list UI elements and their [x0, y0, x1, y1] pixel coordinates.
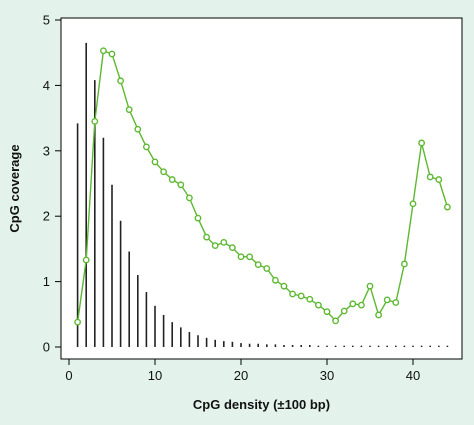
data-point	[160, 168, 168, 176]
data-point	[185, 194, 193, 202]
data-point	[220, 238, 228, 246]
data-point	[297, 292, 305, 300]
x-axis-label: CpG density (±100 bp)	[193, 397, 330, 412]
data-point	[142, 143, 150, 151]
axes: 0 10 20 30 40 0 1 2 3 4 5	[43, 13, 420, 384]
data-point	[383, 296, 391, 304]
data-point	[151, 158, 159, 166]
x-tick-label: 20	[234, 368, 248, 383]
data-point	[237, 253, 245, 261]
data-point	[100, 47, 107, 55]
data-point	[194, 214, 202, 222]
y-tick-label: 4	[43, 78, 50, 93]
data-point	[392, 299, 400, 306]
data-point	[168, 176, 176, 183]
data-point	[108, 50, 116, 58]
data-point	[443, 203, 451, 211]
data-point	[177, 181, 185, 189]
data-point	[134, 125, 142, 133]
data-point	[323, 308, 331, 316]
line-series	[74, 47, 451, 326]
data-point	[74, 318, 82, 326]
data-point	[400, 260, 408, 268]
data-point	[246, 253, 254, 261]
data-point	[375, 311, 382, 319]
y-tick-label: 3	[43, 143, 50, 158]
x-tick-label: 40	[406, 368, 420, 383]
data-point	[357, 301, 365, 309]
x-tick-label: 0	[65, 368, 72, 383]
bar-series	[76, 42, 449, 347]
data-point	[409, 200, 417, 208]
data-point	[211, 242, 219, 250]
data-point	[280, 282, 288, 290]
data-point	[91, 117, 99, 125]
y-axis-label: CpG coverage	[7, 144, 22, 232]
x-tick-label: 30	[320, 368, 334, 383]
y-tick-label: 1	[43, 274, 50, 289]
y-tick-label: 5	[43, 13, 50, 28]
y-tick-label: 0	[43, 340, 50, 355]
x-tick-label: 10	[148, 368, 162, 383]
data-point	[125, 106, 133, 113]
data-point	[435, 176, 443, 183]
data-point	[349, 300, 357, 308]
data-point	[366, 282, 374, 290]
data-point	[289, 290, 296, 298]
data-point	[314, 301, 322, 309]
data-point	[426, 173, 434, 181]
data-point	[228, 244, 236, 251]
data-point	[418, 139, 425, 147]
data-point	[203, 233, 211, 241]
data-point	[254, 261, 262, 268]
data-point	[117, 77, 125, 85]
y-tick-label: 2	[43, 209, 50, 224]
data-point	[306, 295, 314, 303]
data-point	[271, 276, 279, 284]
data-point	[263, 265, 271, 272]
data-point	[340, 307, 348, 315]
data-point	[82, 256, 90, 264]
data-point	[332, 317, 339, 325]
